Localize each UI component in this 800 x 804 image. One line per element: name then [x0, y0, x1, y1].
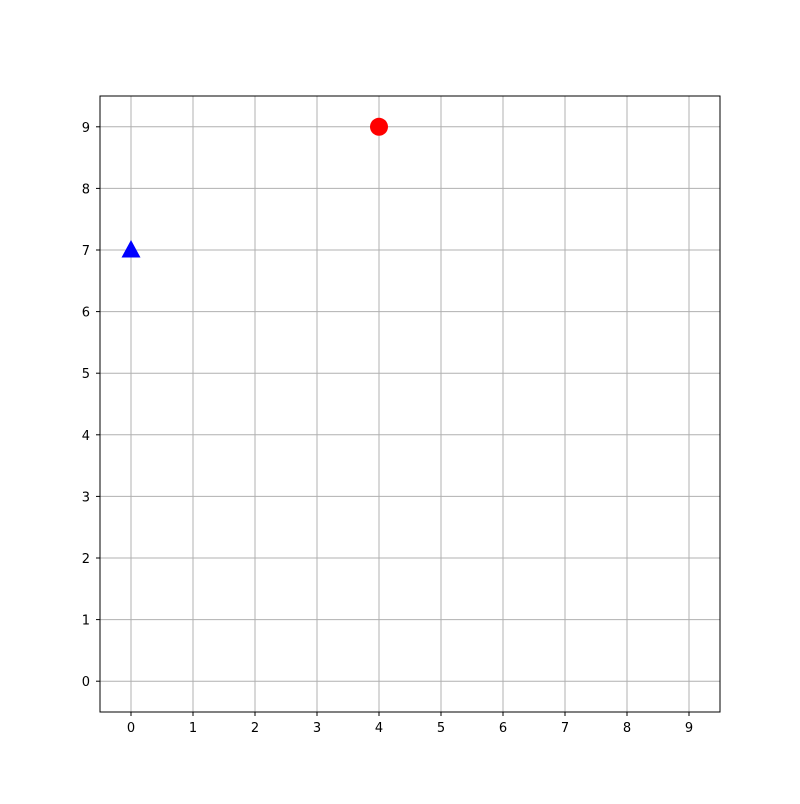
x-tick-label: 4 — [375, 721, 383, 736]
x-tick-label: 3 — [313, 721, 321, 736]
grid — [100, 96, 720, 712]
y-tick-label: 9 — [82, 121, 90, 136]
data-markers — [121, 117, 388, 258]
y-tick-label: 5 — [82, 367, 90, 382]
y-tick-label: 8 — [82, 182, 90, 197]
y-tick-label: 3 — [82, 490, 90, 505]
y-tick-label: 4 — [82, 429, 90, 444]
x-tick-label: 8 — [623, 721, 631, 736]
plot-frame — [99, 95, 721, 713]
x-tick-label: 9 — [685, 721, 693, 736]
x-tick-label: 7 — [561, 721, 569, 736]
y-tick-label: 2 — [82, 552, 90, 567]
x-tick-label: 0 — [127, 721, 135, 736]
x-tick-label: 6 — [499, 721, 507, 736]
y-tick-label: 6 — [82, 306, 90, 321]
y-tick-label: 0 — [82, 675, 90, 690]
y-tick-label: 1 — [82, 614, 90, 629]
red-circle-marker — [370, 117, 388, 136]
y-axis: 0 1 2 3 4 5 6 7 8 9 — [82, 121, 100, 690]
x-tick-label: 1 — [189, 721, 197, 736]
x-tick-label: 2 — [251, 721, 259, 736]
blue-triangle-marker — [121, 240, 141, 258]
x-axis: 0 1 2 3 4 5 6 7 8 9 — [127, 712, 693, 736]
x-tick-label: 5 — [437, 721, 445, 736]
y-tick-label: 7 — [82, 244, 90, 259]
